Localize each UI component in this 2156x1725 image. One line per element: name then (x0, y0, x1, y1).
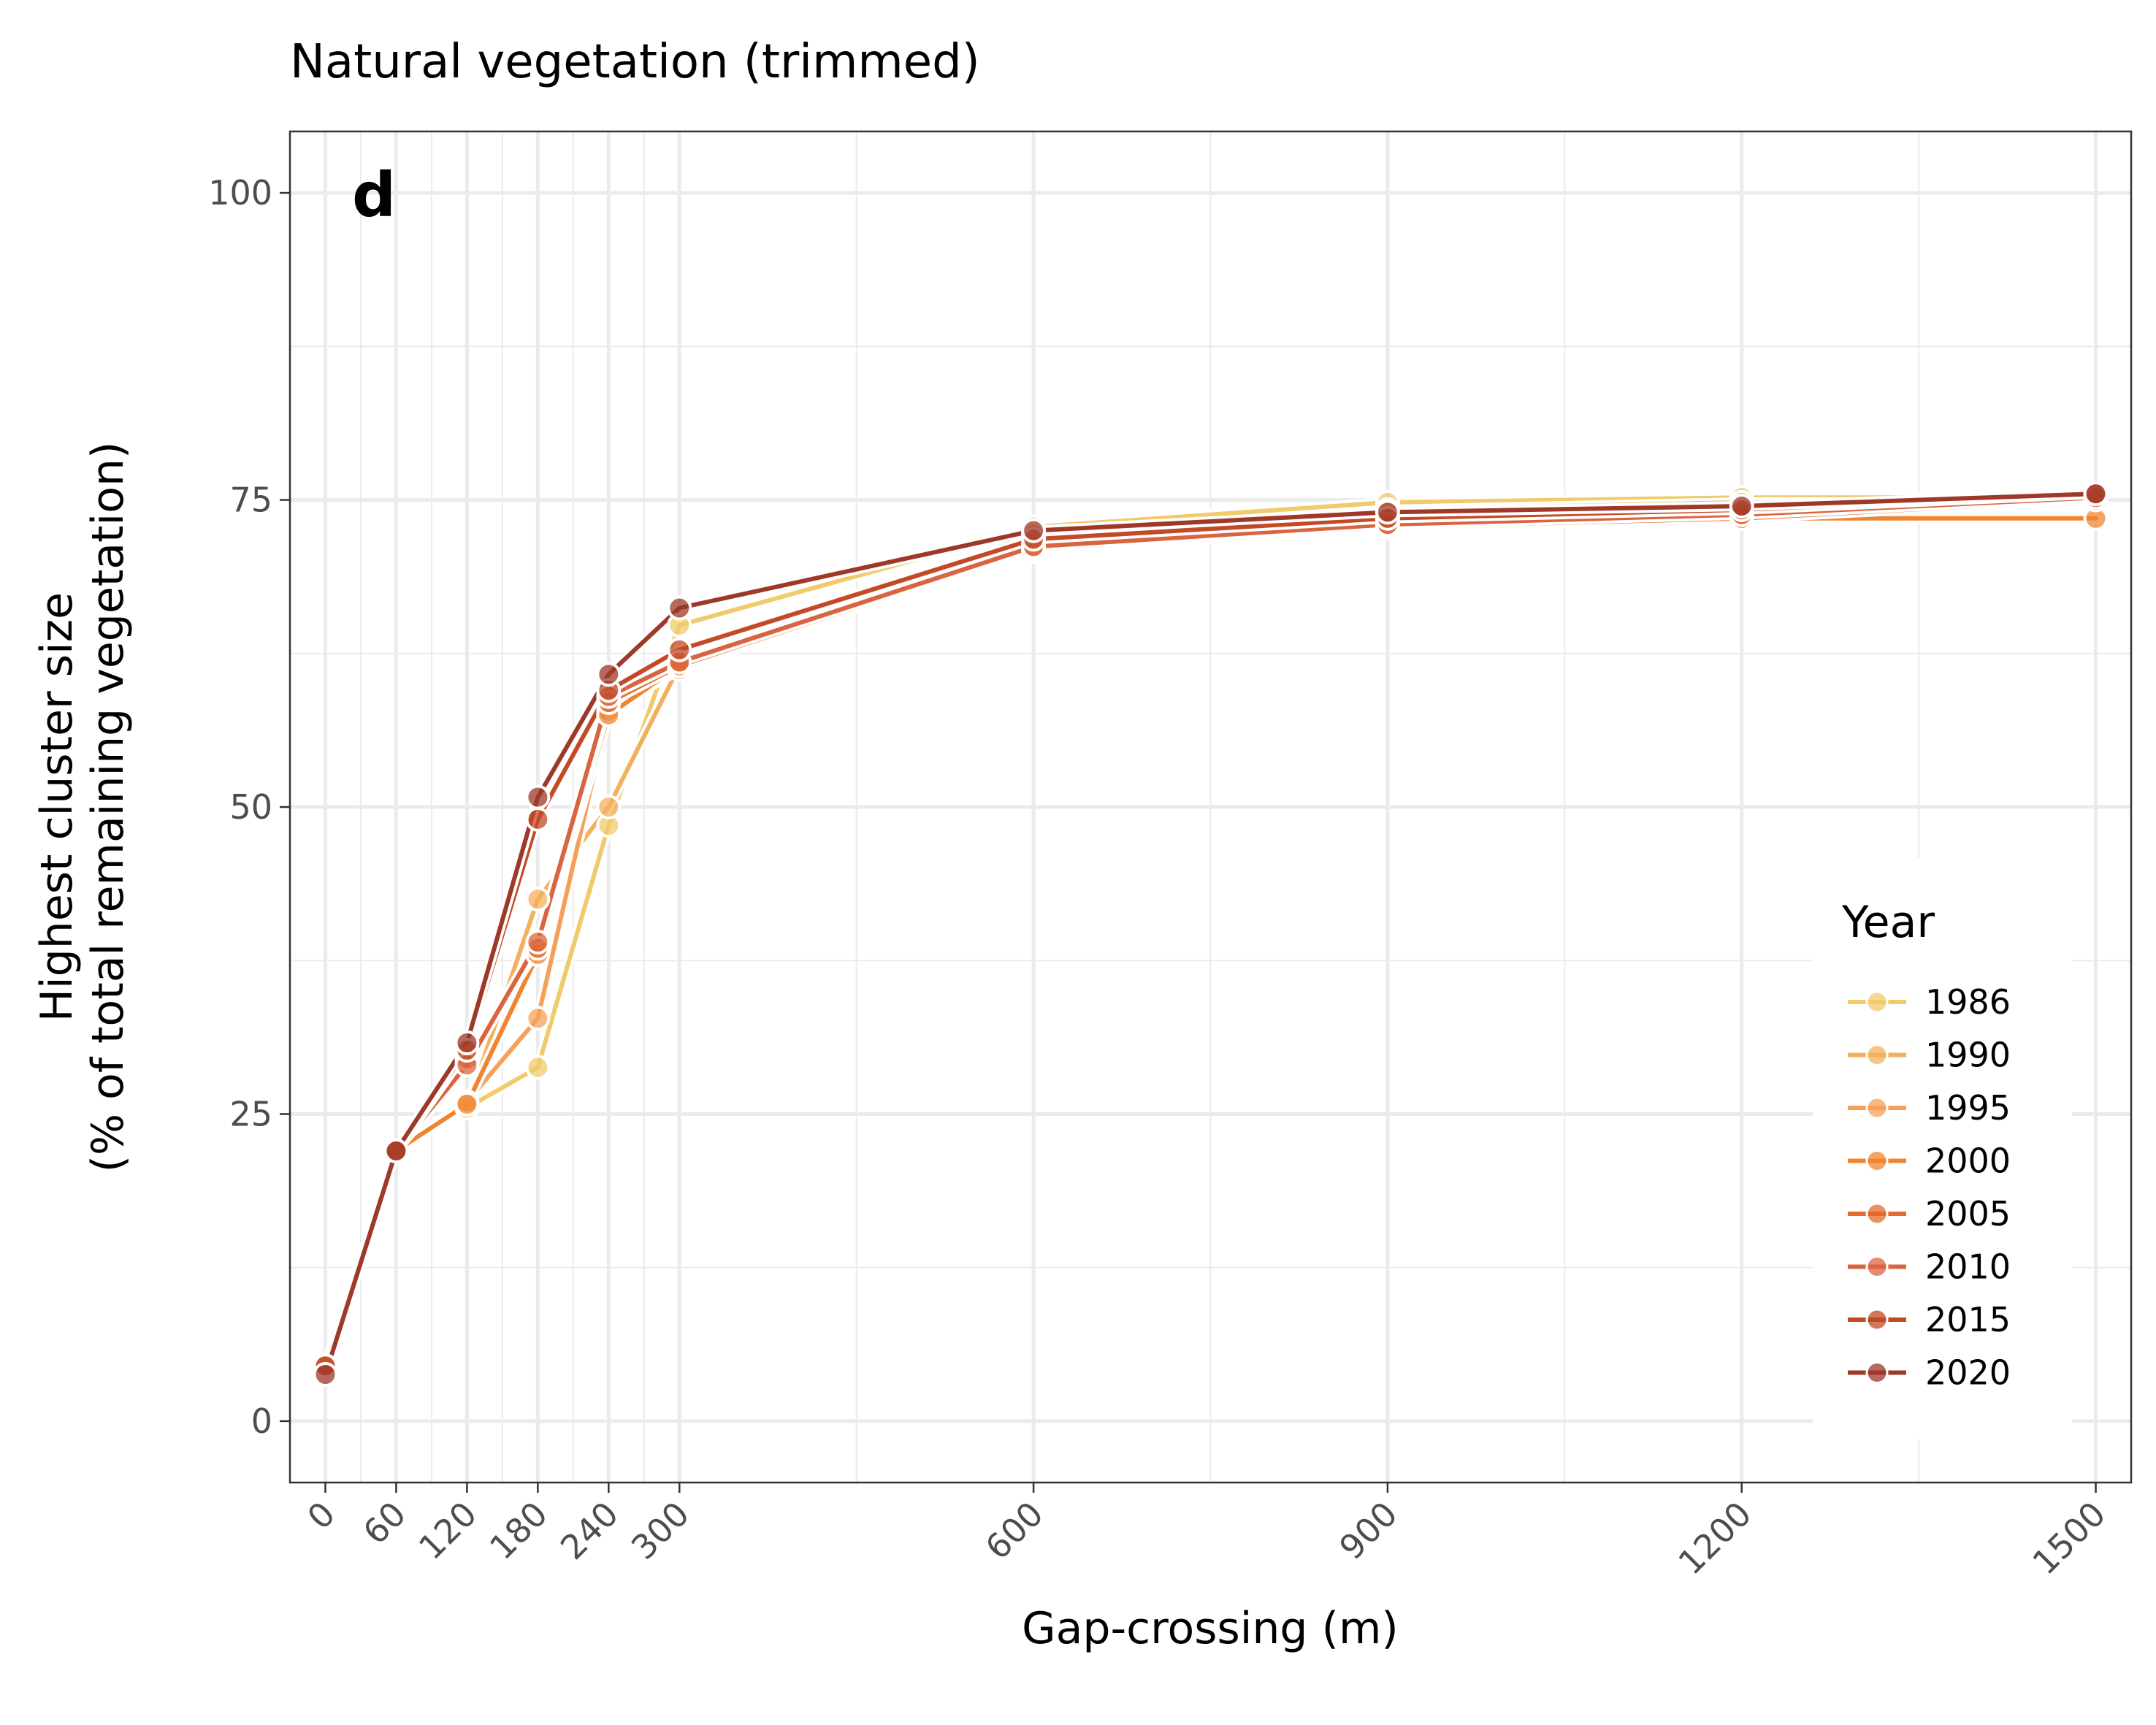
x-tick-label: 900 (1331, 1494, 1404, 1567)
legend-key-point-2005 (1865, 1202, 1889, 1225)
data-point-1990 (596, 795, 622, 819)
y-tick-label: 100 (208, 173, 272, 213)
data-point-2010 (525, 930, 551, 955)
x-tick-label: 300 (624, 1494, 697, 1567)
panel-label: d (352, 159, 396, 231)
data-point-2020 (596, 662, 622, 687)
legend-label-1986: 1986 (1925, 982, 2011, 1022)
legend: Year 1986 1990 1995 2000 2005 2010 2015 2020 (1813, 858, 2072, 1439)
y-axis-title: Highest cluster size (% of total remaini… (31, 442, 134, 1173)
legend-background (1813, 858, 2072, 1439)
x-tick-label: 0 (299, 1494, 343, 1537)
data-point-2020 (1021, 518, 1047, 543)
x-tick-label: 240 (553, 1494, 626, 1567)
legend-label-2020: 2020 (1925, 1353, 2011, 1393)
y-axis-title-line2: (% of total remaining vegetation) (83, 442, 134, 1173)
legend-label-2000: 2000 (1925, 1141, 2011, 1181)
data-point-2000 (454, 1092, 480, 1117)
data-point-2020 (1375, 500, 1400, 525)
x-tick-label: 180 (482, 1494, 555, 1567)
legend-label-2005: 2005 (1925, 1194, 2011, 1233)
series-lines (320, 489, 2101, 1380)
legend-label-2010: 2010 (1925, 1247, 2011, 1287)
legend-label-1995: 1995 (1925, 1088, 2011, 1128)
data-point-2020 (525, 784, 551, 810)
x-tick-label: 120 (411, 1494, 484, 1567)
data-point-1986 (525, 1055, 551, 1080)
x-axis-title: Gap-crossing (m) (1022, 1603, 1399, 1654)
series-line-2020 (323, 492, 2098, 1377)
y-axis: 0 25 50 75 100 (208, 173, 290, 1441)
series-points (313, 481, 2109, 1387)
y-tick-label: 0 (251, 1401, 272, 1441)
chart-title: Natural vegetation (trimmed) (290, 35, 980, 89)
legend-title: Year (1841, 897, 1935, 948)
x-tick-label: 600 (978, 1494, 1051, 1567)
y-tick-label: 75 (229, 481, 272, 520)
legend-key-point-1986 (1865, 990, 1889, 1014)
x-tick-label: 1200 (1671, 1494, 1759, 1583)
data-point-2015 (525, 806, 551, 832)
data-point-2020 (2083, 481, 2109, 507)
data-point-1995 (525, 1006, 551, 1031)
data-point-1990 (525, 887, 551, 912)
data-point-2015 (667, 637, 692, 662)
data-point-2020 (454, 1030, 480, 1055)
legend-key-point-1990 (1865, 1044, 1889, 1066)
data-point-2020 (1729, 493, 1754, 519)
legend-key-point-2010 (1865, 1255, 1889, 1278)
y-tick-label: 50 (229, 787, 272, 827)
legend-label-2015: 2015 (1925, 1300, 2011, 1339)
data-point-2020 (667, 595, 692, 621)
y-tick-label: 25 (229, 1094, 272, 1133)
legend-key-point-2015 (1865, 1308, 1889, 1331)
legend-label-1990: 1990 (1925, 1036, 2011, 1075)
y-axis-title-line1: Highest cluster size (31, 592, 83, 1022)
data-point-2020 (383, 1138, 409, 1163)
legend-key-point-2020 (1865, 1361, 1889, 1384)
x-tick-label: 60 (356, 1494, 414, 1553)
legend-key-point-1995 (1865, 1096, 1889, 1120)
data-point-2020 (313, 1362, 338, 1387)
x-tick-label: 1500 (2025, 1494, 2113, 1583)
legend-key-point-2000 (1865, 1150, 1889, 1172)
